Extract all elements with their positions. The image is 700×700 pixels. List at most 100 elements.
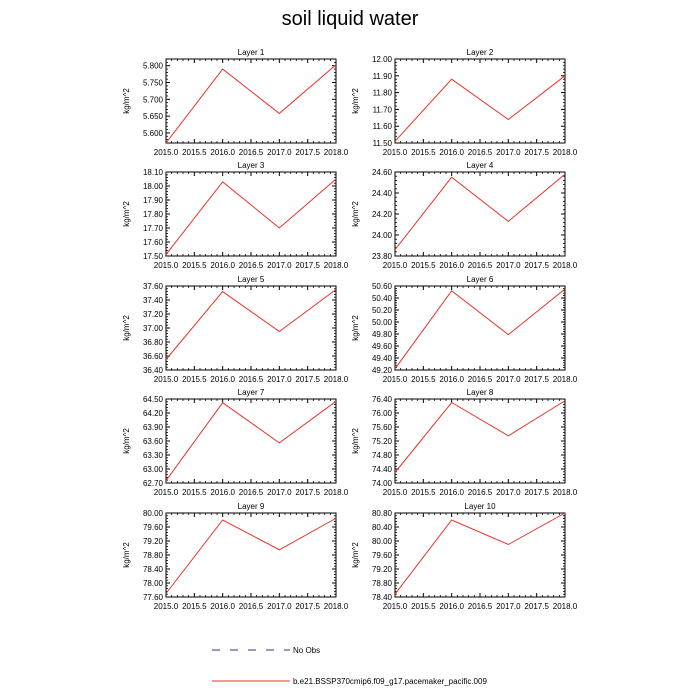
x-tick-label: 2017.0	[267, 488, 292, 497]
plot-frame	[394, 171, 566, 257]
y-tick-label: 24.20	[372, 210, 393, 219]
x-tick-label: 2018.0	[324, 261, 349, 270]
x-tick-label: 2017.0	[496, 488, 521, 497]
y-tick-label: 49.60	[372, 342, 393, 351]
y-tick-label: 37.00	[143, 324, 164, 333]
x-tick-label: 2017.5	[524, 375, 549, 384]
x-tick-label: 2016.0	[210, 148, 235, 157]
panel-title: Layer 6	[467, 275, 494, 284]
y-tick-label: 5.650	[143, 112, 164, 121]
panel-title: Layer 8	[467, 388, 494, 397]
y-tick-label: 36.60	[143, 352, 164, 361]
x-tick-label: 2016.5	[468, 261, 493, 270]
y-tick-label: 50.00	[372, 318, 393, 327]
plot-frame	[165, 285, 337, 371]
x-tick-label: 2018.0	[553, 148, 578, 157]
y-tick-label: 64.20	[143, 409, 164, 418]
panel-title: Layer 1	[238, 48, 265, 57]
y-tick-label: 49.80	[372, 330, 393, 339]
y-tick-label: 49.20	[372, 366, 393, 375]
y-tick-label: 50.60	[372, 282, 393, 291]
plot-frame	[394, 512, 566, 598]
y-tick-label: 80.40	[372, 523, 393, 532]
y-tick-label: 80.00	[143, 509, 164, 518]
x-tick-label: 2016.5	[239, 148, 264, 157]
x-tick-label: 2017.0	[496, 375, 521, 384]
x-tick-label: 2018.0	[553, 261, 578, 270]
x-tick-label: 2017.5	[295, 488, 320, 497]
x-tick-label: 2015.0	[383, 375, 408, 384]
x-tick-label: 2018.0	[324, 602, 349, 611]
y-tick-label: 11.90	[373, 72, 393, 81]
x-tick-label: 2016.5	[468, 602, 493, 611]
y-axis-label: kg/m^2	[122, 428, 131, 454]
y-axis-label: kg/m^2	[122, 315, 131, 341]
plot-frame	[165, 58, 337, 144]
series-line	[165, 64, 337, 144]
y-axis-label: kg/m^2	[122, 542, 131, 568]
panel-title: Layer 9	[238, 502, 265, 511]
y-tick-label: 78.40	[143, 565, 164, 574]
y-tick-label: 77.60	[143, 593, 164, 602]
y-tick-label: 78.00	[143, 579, 164, 588]
panel-title: Layer 3	[238, 161, 265, 170]
y-tick-label: 80.00	[372, 537, 393, 546]
x-tick-label: 2015.0	[383, 148, 408, 157]
x-tick-label: 2015.5	[411, 602, 436, 611]
y-tick-label: 11.60	[373, 122, 393, 131]
y-tick-label: 79.20	[372, 565, 393, 574]
y-axis-label: kg/m^2	[351, 201, 360, 227]
y-tick-label: 17.50	[143, 252, 164, 261]
y-axis-label: kg/m^2	[351, 428, 360, 454]
x-tick-label: 2017.5	[295, 602, 320, 611]
y-tick-label: 74.80	[372, 451, 393, 460]
x-tick-label: 2018.0	[324, 148, 349, 157]
x-tick-label: 2017.5	[295, 148, 320, 157]
x-tick-label: 2017.5	[524, 261, 549, 270]
y-tick-label: 79.60	[372, 551, 393, 560]
x-tick-label: 2016.0	[210, 602, 235, 611]
x-tick-label: 2017.0	[496, 148, 521, 157]
x-tick-label: 2015.0	[383, 488, 408, 497]
y-tick-label: 79.60	[143, 523, 164, 532]
series-line	[165, 178, 337, 255]
x-tick-label: 2017.5	[295, 375, 320, 384]
y-tick-label: 64.50	[143, 395, 164, 404]
y-tick-label: 11.80	[373, 89, 393, 98]
y-tick-label: 37.20	[143, 310, 164, 319]
x-tick-label: 2016.5	[239, 602, 264, 611]
y-tick-label: 18.00	[143, 182, 164, 191]
x-tick-label: 2016.0	[210, 375, 235, 384]
plot-frame	[394, 58, 566, 144]
x-tick-label: 2016.5	[468, 148, 493, 157]
x-tick-label: 2015.5	[182, 488, 207, 497]
x-tick-label: 2016.0	[439, 602, 464, 611]
x-tick-label: 2015.0	[383, 602, 408, 611]
x-tick-label: 2018.0	[553, 375, 578, 384]
x-tick-label: 2017.0	[267, 602, 292, 611]
x-tick-label: 2015.0	[154, 488, 179, 497]
panel-title: Layer 5	[238, 275, 265, 284]
plot-frame	[165, 398, 337, 484]
y-tick-label: 49.40	[372, 354, 393, 363]
y-tick-label: 75.60	[372, 423, 393, 432]
y-tick-label: 80.80	[372, 509, 393, 518]
y-tick-label: 5.800	[143, 62, 164, 71]
y-axis-label: kg/m^2	[122, 88, 131, 114]
x-tick-label: 2017.0	[496, 261, 521, 270]
y-axis-label: kg/m^2	[122, 201, 131, 227]
y-tick-label: 63.60	[143, 437, 164, 446]
figure-title: soil liquid water	[281, 8, 419, 30]
series-line	[165, 289, 337, 360]
series-line	[394, 75, 566, 142]
x-tick-label: 2018.0	[324, 375, 349, 384]
plot-frame	[394, 285, 566, 371]
